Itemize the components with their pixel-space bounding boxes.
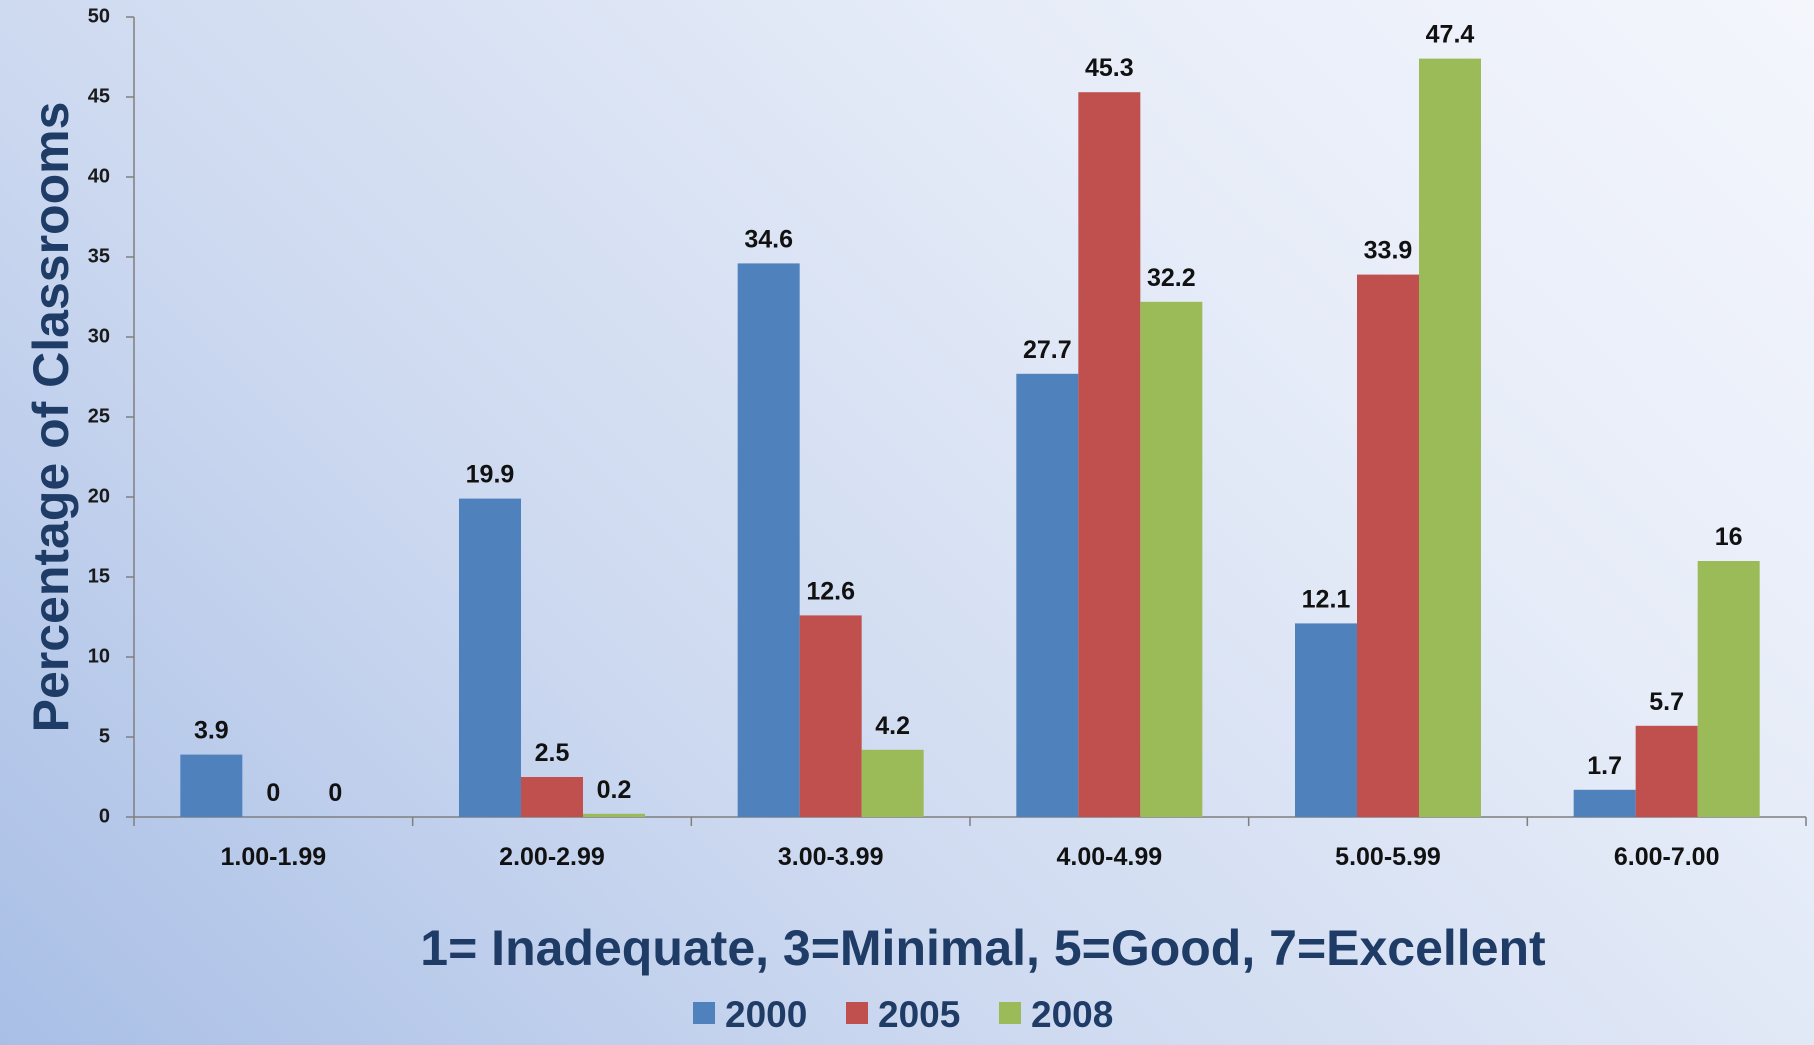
bar-2005-3.00-3.99	[799, 615, 862, 817]
legend-swatch-2008	[999, 1002, 1021, 1024]
data-label: 33.9	[1364, 237, 1413, 265]
data-label: 0.2	[597, 776, 632, 804]
y-tick-label: 35	[88, 245, 110, 267]
bar-2005-5.00-5.99	[1357, 274, 1419, 818]
y-tick-label: 50	[88, 5, 110, 27]
bar-2005-2.00-2.99	[521, 777, 583, 817]
bar-2008-6.00-7.00	[1697, 561, 1760, 817]
y-tick-label: 0	[99, 805, 110, 827]
data-label: 45.3	[1085, 54, 1134, 82]
bar-2008-4.00-4.99	[1140, 301, 1203, 817]
data-label: 2.5	[535, 739, 570, 767]
data-label: 0	[328, 779, 342, 807]
data-label: 19.9	[466, 461, 515, 489]
x-tick-label: 6.00-7.00	[1614, 843, 1720, 871]
data-label: 16	[1715, 523, 1743, 551]
bar-2008-5.00-5.99	[1419, 58, 1481, 818]
data-label: 12.6	[806, 577, 855, 605]
category-labels: 1.00-1.99 2.00-2.99 3.00-3.99 4.00-4.99 5.00…	[221, 843, 1720, 871]
y-tick-label: 30	[88, 325, 110, 347]
bars	[180, 58, 1760, 818]
data-label: 3.9	[194, 717, 229, 745]
value-labels: 3.9 0 0 19.9 2.5 0.2 34.6 12.6 4.2 27.7 45.3 32.2 12…	[194, 21, 1743, 807]
y-tick-label: 40	[88, 165, 110, 187]
y-tick-label: 10	[88, 645, 110, 667]
y-axis: 0 5 10 15 20 25 30 35 40 45 50	[88, 5, 135, 827]
bar-2000-4.00-4.99	[1016, 373, 1079, 817]
bar-2000-3.00-3.99	[737, 263, 800, 817]
data-label: 27.7	[1023, 336, 1072, 364]
bar-2008-3.00-3.99	[861, 749, 924, 817]
y-axis-title: Percentage of Classrooms	[23, 102, 79, 733]
y-tick-label: 20	[88, 485, 110, 507]
data-label: 1.7	[1587, 752, 1622, 780]
legend-label-2000: 2000	[725, 994, 807, 1035]
bar-2000-5.00-5.99	[1295, 623, 1357, 817]
y-tick-label: 45	[88, 85, 110, 107]
bar-2000-6.00-7.00	[1573, 789, 1636, 817]
bar-2005-6.00-7.00	[1635, 725, 1698, 817]
data-label: 4.2	[875, 712, 910, 740]
x-axis-title: 1= Inadequate, 3=Minimal, 5=Good, 7=Exce…	[420, 920, 1546, 976]
legend-swatch-2005	[846, 1002, 868, 1024]
y-tick-label: 25	[88, 405, 110, 427]
y-tick-label: 5	[99, 725, 110, 747]
x-tick-label: 5.00-5.99	[1335, 843, 1441, 871]
legend-label-2005: 2005	[878, 994, 960, 1035]
y-tick-label: 15	[88, 565, 110, 587]
data-label: 34.6	[744, 225, 793, 253]
x-tick-label: 2.00-2.99	[499, 843, 605, 871]
x-tick-label: 1.00-1.99	[221, 843, 327, 871]
legend-swatch-2000	[693, 1002, 715, 1024]
data-label: 32.2	[1147, 264, 1196, 292]
data-label: 5.7	[1649, 688, 1684, 716]
x-axis	[133, 816, 1807, 826]
data-label: 12.1	[1302, 585, 1351, 613]
legend-label-2008: 2008	[1031, 994, 1113, 1035]
data-label: 47.4	[1426, 21, 1475, 49]
x-tick-label: 4.00-4.99	[1057, 843, 1163, 871]
bar-2000-1.00-1.99	[180, 754, 243, 817]
legend: 2000 2005 2008	[693, 994, 1113, 1035]
x-tick-label: 3.00-3.99	[778, 843, 884, 871]
bar-2008-2.00-2.99	[583, 813, 645, 817]
bar-2000-2.00-2.99	[459, 498, 521, 817]
data-label: 0	[266, 779, 280, 807]
bar-2005-4.00-4.99	[1078, 92, 1141, 817]
